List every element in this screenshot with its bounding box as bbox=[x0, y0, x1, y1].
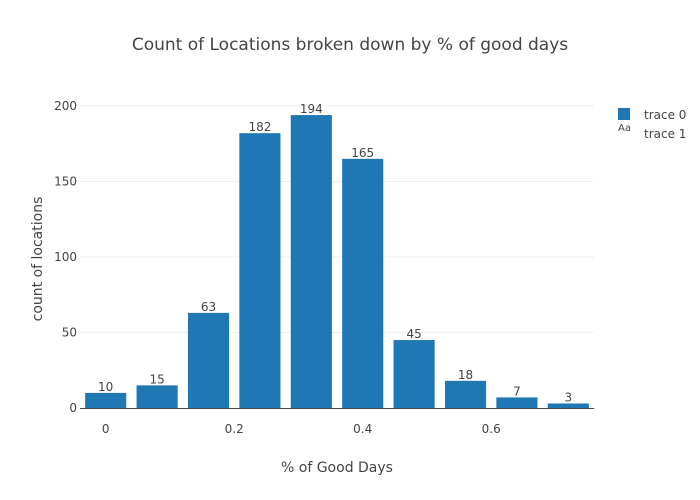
legend-label-trace-0[interactable]: trace 0 bbox=[644, 108, 686, 122]
x-tick-label: 0.6 bbox=[482, 422, 501, 436]
y-tick-labels: 0 50 100 150 200 bbox=[54, 99, 77, 415]
bar-data-label: 182 bbox=[248, 120, 271, 134]
gridlines bbox=[80, 105, 594, 333]
bar-data-label: 18 bbox=[458, 368, 473, 382]
y-tick-label: 100 bbox=[54, 250, 77, 264]
x-tick-labels: 0 0.2 0.4 0.6 bbox=[102, 422, 501, 436]
bar[interactable] bbox=[187, 312, 230, 408]
bar-data-label: 15 bbox=[149, 372, 164, 386]
y-tick-label: 150 bbox=[54, 175, 77, 189]
bar[interactable] bbox=[342, 158, 384, 408]
bar-data-label: 194 bbox=[300, 102, 323, 116]
legend-marker-trace-0 bbox=[618, 108, 630, 120]
y-tick-label: 200 bbox=[54, 99, 77, 113]
bar[interactable] bbox=[393, 340, 435, 408]
y-tick-label: 0 bbox=[69, 401, 77, 415]
bar[interactable] bbox=[239, 133, 281, 408]
bar[interactable] bbox=[290, 115, 332, 408]
y-tick-label: 50 bbox=[62, 326, 77, 340]
bar-data-label: 10 bbox=[98, 380, 113, 394]
x-axis-title: % of Good Days bbox=[281, 460, 393, 476]
bar[interactable] bbox=[444, 380, 487, 408]
bar-data-label: 3 bbox=[564, 390, 572, 404]
chart-title: Count of Locations broken down by % of g… bbox=[132, 35, 568, 55]
bar-labels: 10 15 63 182 194 165 45 18 7 3 bbox=[98, 102, 572, 404]
x-tick-label: 0.4 bbox=[353, 422, 372, 436]
x-tick-label: 0 bbox=[102, 422, 110, 436]
bar-data-label: 165 bbox=[351, 146, 374, 160]
y-axis-title: count of locations bbox=[30, 197, 46, 322]
legend-label-trace-1[interactable]: trace 1 bbox=[644, 127, 686, 141]
bar-data-label: 7 bbox=[513, 384, 521, 398]
legend-marker-trace-1: Aa bbox=[618, 123, 631, 134]
bar[interactable] bbox=[547, 403, 589, 408]
bar-data-label: 63 bbox=[201, 300, 216, 314]
bars bbox=[85, 115, 589, 408]
bar-data-label: 45 bbox=[406, 327, 421, 341]
bar[interactable] bbox=[85, 392, 127, 408]
legend[interactable]: trace 0 Aa trace 1 bbox=[618, 108, 686, 141]
x-tick-label: 0.2 bbox=[225, 422, 244, 436]
bar[interactable] bbox=[496, 397, 538, 408]
bar[interactable] bbox=[136, 385, 178, 408]
